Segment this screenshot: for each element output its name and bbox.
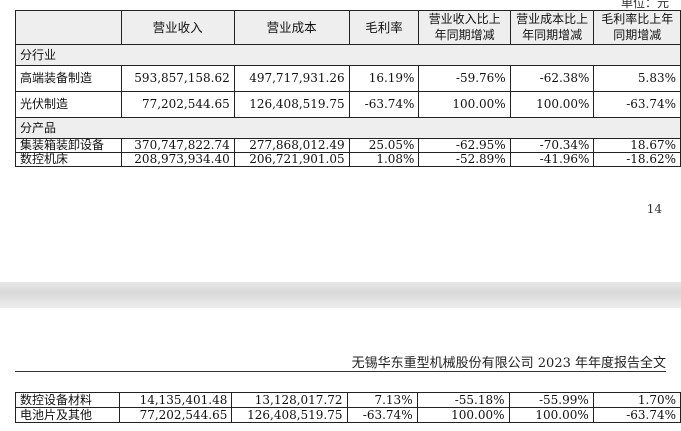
cell-margin-change: -18.62%: [593, 152, 681, 167]
header-revenue: 营业收入: [120, 10, 235, 45]
section-title: 分行业: [15, 44, 681, 66]
cell-revenue-change: 100.00%: [418, 91, 511, 118]
cell-revenue: 77,202,544.65: [120, 91, 235, 118]
cell-revenue-change: -52.89%: [418, 152, 511, 167]
page-number: 14: [646, 202, 662, 216]
cell-margin: 1.08%: [348, 152, 420, 167]
cell-cost-change: 100.00%: [508, 407, 594, 423]
segment-revenue-table-continued: 数控设备材料 14,135,401.48 13,128,017.72 7.13%…: [14, 392, 681, 423]
cell-margin-change: 18.67%: [593, 138, 681, 153]
cell-margin: 7.13%: [346, 392, 418, 408]
cell-cost-change: 100.00%: [509, 91, 595, 118]
cell-margin: 25.05%: [348, 138, 420, 153]
table-row: 电池片及其他 77,202,544.65 126,408,519.75 -63.…: [14, 407, 681, 423]
page-separator: [0, 282, 681, 308]
cell-cost: 277,868,012.49: [233, 138, 350, 153]
cell-cost: 497,717,931.26: [233, 65, 350, 92]
cell-revenue-change: -59.76%: [418, 65, 511, 92]
cell-cost-change: -41.96%: [509, 152, 595, 167]
cell-margin-change: 5.83%: [593, 65, 681, 92]
header-cell-blank: [15, 10, 122, 45]
cell-margin-change: 1.70%: [592, 392, 681, 408]
cell-revenue: 208,973,934.40: [120, 152, 235, 167]
row-name: 数控设备材料: [14, 392, 121, 408]
section-title: 分产品: [15, 117, 681, 139]
document-running-header: 无锡华东重型机械股份有限公司 2023 年年度报告全文: [351, 356, 666, 371]
report-page-14: 单位：元 营业收入 营业成本 毛利率 营业收入比上年同期增减 营业成本比上年同期…: [15, 0, 681, 216]
cell-margin: -63.74%: [348, 91, 420, 118]
table-row: 数控机床 208,973,934.40 206,721,901.05 1.08%…: [15, 152, 681, 167]
row-name: 高端装备制造: [15, 65, 122, 92]
cell-revenue-change: -55.18%: [416, 392, 510, 408]
cell-revenue: 370,747,822.74: [120, 138, 235, 153]
header-revenue-change: 营业收入比上年同期增减: [418, 10, 511, 45]
header-gross-margin: 毛利率: [348, 10, 420, 45]
cell-revenue-change: -62.95%: [418, 138, 511, 153]
cell-cost: 126,408,519.75: [233, 91, 350, 118]
cell-cost-change: -70.34%: [509, 138, 595, 153]
row-name: 电池片及其他: [14, 407, 121, 423]
row-name: 数控机床: [15, 152, 122, 167]
table-row: 数控设备材料 14,135,401.48 13,128,017.72 7.13%…: [14, 392, 681, 408]
header-divider: [15, 371, 666, 372]
cell-revenue: 77,202,544.65: [119, 407, 233, 423]
cell-revenue-change: 100.00%: [416, 407, 510, 423]
cell-margin: -63.74%: [346, 407, 418, 423]
table-row: 集装箱装卸设备 370,747,822.74 277,868,012.49 25…: [15, 138, 681, 153]
table-header-row: 营业收入 营业成本 毛利率 营业收入比上年同期增减 营业成本比上年同期增减 毛利…: [15, 10, 681, 45]
cell-cost-change: -55.99%: [508, 392, 594, 408]
cell-margin-change: -63.74%: [592, 407, 681, 423]
cell-cost: 126,408,519.75: [231, 407, 348, 423]
cell-margin-change: -63.74%: [593, 91, 681, 118]
cell-margin: 16.19%: [348, 65, 420, 92]
row-name: 集装箱装卸设备: [15, 138, 122, 153]
cell-revenue: 593,857,158.62: [120, 65, 235, 92]
cell-cost: 206,721,901.05: [233, 152, 350, 167]
header-cost-change: 营业成本比上年同期增减: [509, 10, 595, 45]
table-row: 高端装备制造 593,857,158.62 497,717,931.26 16.…: [15, 65, 681, 92]
section-row-product: 分产品: [15, 117, 681, 139]
segment-revenue-table: 营业收入 营业成本 毛利率 营业收入比上年同期增减 营业成本比上年同期增减 毛利…: [15, 10, 681, 167]
section-row-industry: 分行业: [15, 44, 681, 66]
header-cost: 营业成本: [233, 10, 350, 45]
cell-revenue: 14,135,401.48: [119, 392, 233, 408]
row-name: 光伏制造: [15, 91, 122, 118]
header-margin-change: 毛利率比上年同期增减: [593, 10, 681, 45]
cell-cost-change: -62.38%: [509, 65, 595, 92]
table-row: 光伏制造 77,202,544.65 126,408,519.75 -63.74…: [15, 91, 681, 118]
unit-label-cropped: 单位：元: [620, 0, 669, 10]
cell-cost: 13,128,017.72: [231, 392, 348, 408]
